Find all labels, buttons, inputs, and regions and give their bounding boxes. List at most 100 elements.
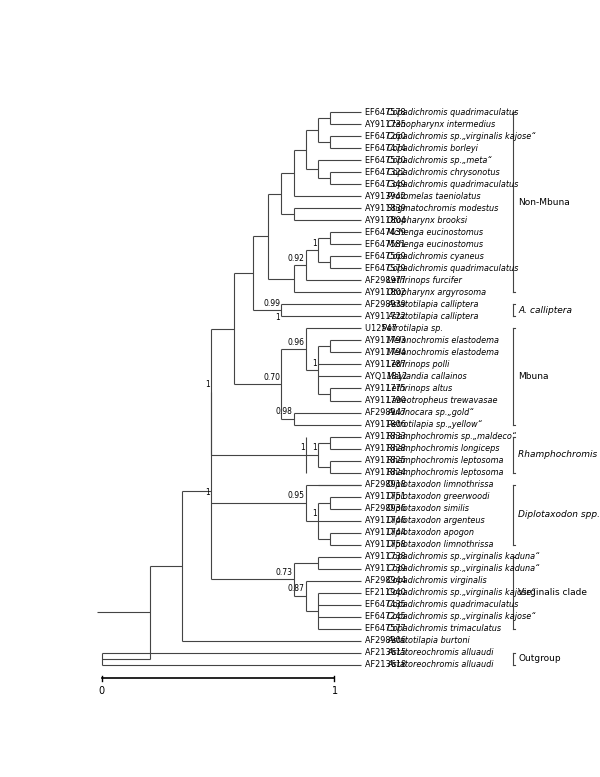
Text: Outgroup: Outgroup <box>518 654 561 663</box>
Text: AF298918: AF298918 <box>365 480 409 489</box>
Text: AF213615: AF213615 <box>365 648 409 657</box>
Text: EF647349: EF647349 <box>365 180 408 189</box>
Text: Diplotaxodon spp.: Diplotaxodon spp. <box>518 510 600 519</box>
Text: 0.73: 0.73 <box>275 568 293 577</box>
Text: Astatotilapia calliptera: Astatotilapia calliptera <box>388 300 479 309</box>
Text: AY911828: AY911828 <box>365 444 408 453</box>
Text: AF298936: AF298936 <box>365 504 409 513</box>
Text: AY911775: AY911775 <box>365 384 408 393</box>
Text: Petrotilapia sp.„yellow“: Petrotilapia sp.„yellow“ <box>388 420 482 429</box>
Text: 0.70: 0.70 <box>263 373 280 382</box>
Text: Copadichromis sp.„virginalis kajose“: Copadichromis sp.„virginalis kajose“ <box>388 132 536 141</box>
Text: Copadichromis quadrimaculatus: Copadichromis quadrimaculatus <box>388 600 519 609</box>
Text: Rhamphochromis longiceps: Rhamphochromis longiceps <box>388 444 500 453</box>
Text: AYQ11812: AYQ11812 <box>365 372 410 381</box>
Text: Virginalis clade: Virginalis clade <box>518 588 587 597</box>
Text: AY913942: AY913942 <box>365 192 408 201</box>
Text: 0.87: 0.87 <box>288 584 305 593</box>
Text: Astatoreochromis alluaudi: Astatoreochromis alluaudi <box>388 648 494 657</box>
Text: Diplotaxodon apogon: Diplotaxodon apogon <box>388 528 475 537</box>
Text: AY911758: AY911758 <box>365 540 408 549</box>
Text: AY911751: AY911751 <box>365 492 409 501</box>
Text: Copadichromis chrysonotus: Copadichromis chrysonotus <box>388 168 500 177</box>
Text: AF298947: AF298947 <box>365 408 409 417</box>
Text: 0.95: 0.95 <box>288 491 305 500</box>
Text: 1: 1 <box>312 239 317 248</box>
Text: AY911735: AY911735 <box>365 120 408 129</box>
Text: AY911804: AY911804 <box>365 216 409 225</box>
Text: AY911802: AY911802 <box>365 288 408 297</box>
Text: Copadichromis sp.„virginalis kajose“: Copadichromis sp.„virginalis kajose“ <box>388 612 536 621</box>
Text: EF647S79: EF647S79 <box>365 264 408 273</box>
Text: Mchenga eucinostomus: Mchenga eucinostomus <box>388 240 484 249</box>
Text: Copadichromis virginalis: Copadichromis virginalis <box>388 576 487 585</box>
Text: Rhamphochromis leptosoma: Rhamphochromis leptosoma <box>388 456 504 465</box>
Text: Diplotaxodon argenteus: Diplotaxodon argenteus <box>388 516 485 525</box>
Text: AY911794: AY911794 <box>365 348 409 357</box>
Text: AF298906: AF298906 <box>365 636 409 645</box>
Text: Copadichromis borleyi: Copadichromis borleyi <box>388 144 478 153</box>
Text: EF647577: EF647577 <box>365 624 408 633</box>
Text: Copadichromis sp.„virginalis kajose“: Copadichromis sp.„virginalis kajose“ <box>388 588 536 597</box>
Text: Maylandia callainos: Maylandia callainos <box>388 372 467 381</box>
Text: AY911787: AY911787 <box>365 360 408 369</box>
Text: AY911790: AY911790 <box>365 396 408 405</box>
Text: EF647245: EF647245 <box>365 612 408 621</box>
Text: EF647435: EF647435 <box>365 600 408 609</box>
Text: EF647569: EF647569 <box>365 252 408 261</box>
Text: Otopharynx brooksi: Otopharynx brooksi <box>388 216 467 225</box>
Text: Lethrinops altus: Lethrinops altus <box>388 384 452 393</box>
Text: EF647322: EF647322 <box>365 168 408 177</box>
Text: AY911746: AY911746 <box>365 516 409 525</box>
Text: Stigmatochromis modestus: Stigmatochromis modestus <box>388 204 499 213</box>
Text: EF647474: EF647474 <box>365 144 408 153</box>
Text: AY911738: AY911738 <box>365 552 408 561</box>
Text: Diplotaxodon greerwoodi: Diplotaxodon greerwoodi <box>388 492 490 501</box>
Text: 1: 1 <box>312 443 317 452</box>
Text: A. calliptera: A. calliptera <box>518 306 572 315</box>
Text: Aulonocara sp.„gold“: Aulonocara sp.„gold“ <box>388 408 474 417</box>
Text: AF298944: AF298944 <box>365 576 409 585</box>
Text: Copadichromis sp.„meta“: Copadichromis sp.„meta“ <box>388 156 492 165</box>
Text: AY911839: AY911839 <box>365 204 408 213</box>
Text: Labeotropheus trewavasae: Labeotropheus trewavasae <box>388 396 498 405</box>
Text: Petrotilapia sp.: Petrotilapia sp. <box>382 324 443 333</box>
Text: 1: 1 <box>300 443 305 452</box>
Text: Copadichromis quadrimaculatus: Copadichromis quadrimaculatus <box>388 180 519 189</box>
Text: AF298939: AF298939 <box>365 300 408 309</box>
Text: Diplotaxodon limnothrissa: Diplotaxodon limnothrissa <box>388 540 494 549</box>
Text: 1: 1 <box>332 685 338 695</box>
Text: Mchenga eucinostomus: Mchenga eucinostomus <box>388 228 484 237</box>
Text: 1: 1 <box>275 313 280 322</box>
Text: AF213618: AF213618 <box>365 660 409 669</box>
Text: Melanochromis elastodema: Melanochromis elastodema <box>388 348 499 357</box>
Text: Mbuna: Mbuna <box>518 372 548 381</box>
Text: Copadichromis quadrimaculatus: Copadichromis quadrimaculatus <box>388 264 519 273</box>
Text: AF298977: AF298977 <box>365 276 408 285</box>
Text: Lethrinops polli: Lethrinops polli <box>388 360 450 369</box>
Text: AY911824: AY911824 <box>365 468 409 477</box>
Text: Copadichromis trimaculatus: Copadichromis trimaculatus <box>388 624 502 633</box>
Text: 0.98: 0.98 <box>276 407 293 416</box>
Text: Protomelas taeniolatus: Protomelas taeniolatus <box>388 192 481 201</box>
Text: Diplotaxodon limnothrissa: Diplotaxodon limnothrissa <box>388 480 494 489</box>
Text: 1: 1 <box>205 488 210 497</box>
Text: Otopharynx argyrosoma: Otopharynx argyrosoma <box>388 288 487 297</box>
Text: AY911739: AY911739 <box>365 564 408 573</box>
Text: 0: 0 <box>98 685 104 695</box>
Text: U12547: U12547 <box>365 324 399 333</box>
Text: Astatotilapia burtoni: Astatotilapia burtoni <box>388 636 470 645</box>
Text: Melanochromis elastodema: Melanochromis elastodema <box>388 336 499 345</box>
Text: 0.96: 0.96 <box>288 338 305 347</box>
Text: Copadichromis quadrimaculatus: Copadichromis quadrimaculatus <box>388 108 519 117</box>
Text: 0.92: 0.92 <box>288 254 305 263</box>
Text: EF647260: EF647260 <box>365 132 408 141</box>
Text: EF647570: EF647570 <box>365 156 408 165</box>
Text: EF647439: EF647439 <box>365 228 408 237</box>
Text: Diplotaxodon similis: Diplotaxodon similis <box>388 504 469 513</box>
Text: EF647578: EF647578 <box>365 108 408 117</box>
Text: 1: 1 <box>312 359 317 368</box>
Text: 1: 1 <box>312 509 317 518</box>
Text: Rhamphochromis sp.„maldeco“: Rhamphochromis sp.„maldeco“ <box>388 432 517 441</box>
Text: Copadichromis sp.„virginalis kaduna“: Copadichromis sp.„virginalis kaduna“ <box>388 552 540 561</box>
